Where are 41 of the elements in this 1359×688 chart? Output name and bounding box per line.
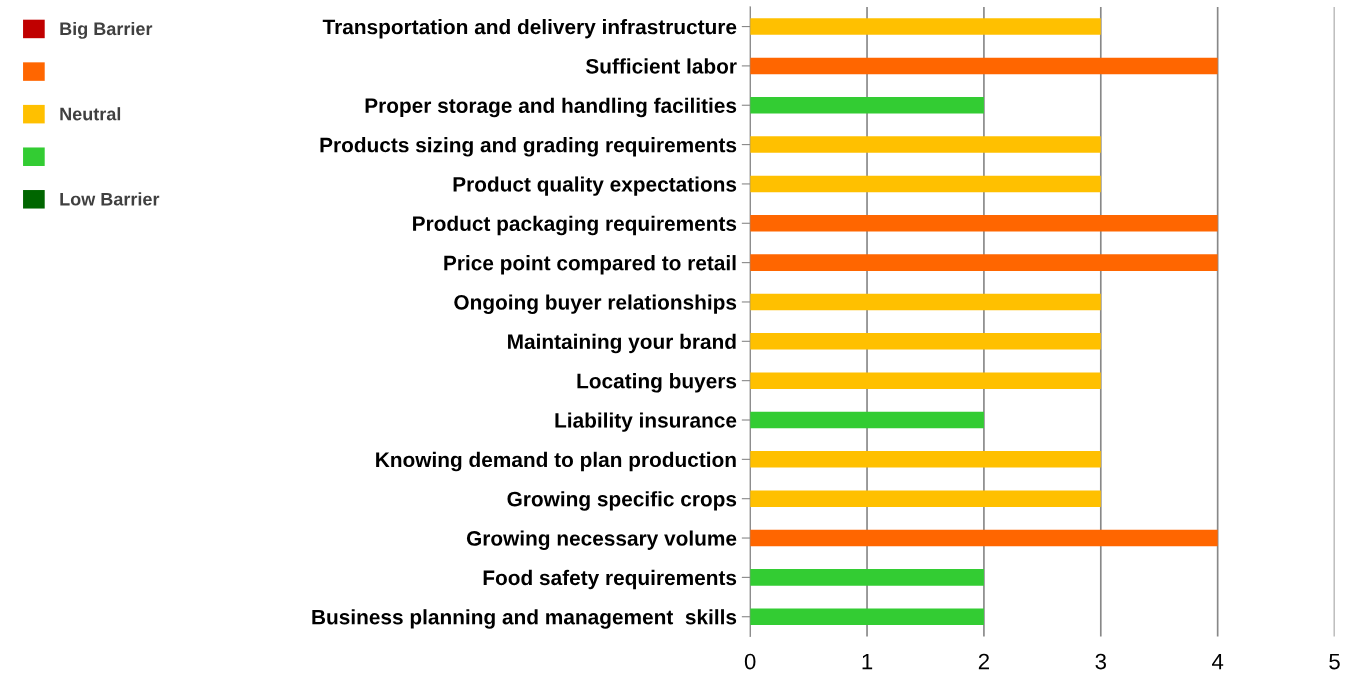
bar	[750, 293, 1101, 311]
y-tick-label: Product packaging requirements	[413, 215, 737, 236]
x-tick-label: 5	[1329, 653, 1340, 670]
y-tick-label: Locating buyers	[577, 373, 737, 393]
y-tick-label: Food safety requirements	[483, 569, 737, 590]
y-tick-label: Growing necessary volume	[466, 530, 737, 550]
y-tick-label: Ongoing buyer relationships	[454, 294, 737, 314]
bar	[750, 96, 984, 114]
bar	[750, 57, 1218, 75]
y-tick-label: Maintaining your brand	[508, 333, 736, 354]
legend-label: Low Barrier	[60, 192, 160, 206]
y-tick-label: Proper storage and handling facilities	[365, 97, 737, 118]
legend-label: Big Barrier	[60, 21, 153, 39]
x-tick-label: 3	[1095, 653, 1106, 670]
y-tick-label: Product quality expectations	[453, 176, 737, 196]
y-tick-label: Growing specific crops	[507, 491, 737, 511]
y-tick-label: Knowing demand to plan production	[376, 451, 736, 472]
bar	[750, 411, 984, 429]
y-tick-label: Price point compared to retail	[444, 255, 736, 275]
bar	[750, 451, 1101, 468]
y-tick-label: Business planning and management skills	[312, 609, 737, 629]
x-tick-label: 0	[744, 653, 756, 670]
bar	[750, 569, 984, 586]
bar	[750, 215, 1218, 232]
legend-label: Neutral	[60, 107, 121, 121]
bar	[750, 175, 1101, 193]
bar	[750, 254, 1218, 271]
x-tick-label: 4	[1212, 653, 1224, 670]
bar	[750, 490, 1101, 507]
x-tick-label: 1	[862, 653, 873, 670]
y-tick-label: Liability insurance	[555, 412, 737, 432]
bar	[750, 333, 1101, 350]
bar	[750, 136, 1101, 153]
bar	[750, 608, 984, 625]
x-tick-label: 2	[978, 653, 989, 670]
bar	[750, 529, 1218, 547]
y-tick-label: Transportation and delivery infrastructure	[322, 19, 737, 39]
y-tick-label: Sufficient labor	[585, 58, 737, 74]
bar	[750, 372, 1101, 389]
y-tick-label: Products sizing and grading requirements	[320, 137, 737, 157]
bar	[750, 18, 1101, 35]
